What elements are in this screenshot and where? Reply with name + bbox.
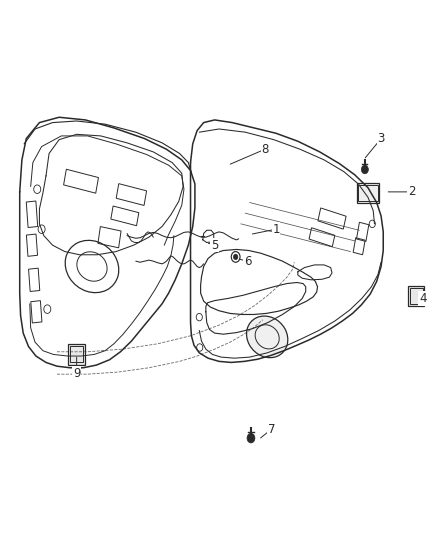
Circle shape: [361, 165, 368, 174]
Text: 9: 9: [73, 367, 81, 379]
Circle shape: [233, 254, 238, 260]
Text: 1: 1: [272, 223, 280, 236]
Text: 6: 6: [244, 255, 251, 268]
Ellipse shape: [247, 316, 288, 358]
Text: 8: 8: [261, 143, 268, 156]
Text: 4: 4: [419, 292, 427, 305]
Text: 2: 2: [408, 185, 416, 198]
Circle shape: [247, 433, 255, 443]
Polygon shape: [357, 183, 379, 203]
Text: 5: 5: [211, 239, 218, 252]
Polygon shape: [68, 344, 85, 365]
Polygon shape: [408, 286, 424, 306]
Text: 7: 7: [268, 423, 276, 435]
Text: 3: 3: [378, 132, 385, 145]
